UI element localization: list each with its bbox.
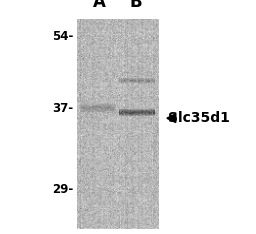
Text: B: B xyxy=(129,0,142,11)
Text: Slc35d1: Slc35d1 xyxy=(168,111,230,125)
Text: A: A xyxy=(93,0,106,11)
Text: 54-: 54- xyxy=(52,30,73,43)
Text: 29-: 29- xyxy=(52,183,73,196)
Text: 37-: 37- xyxy=(52,102,73,115)
